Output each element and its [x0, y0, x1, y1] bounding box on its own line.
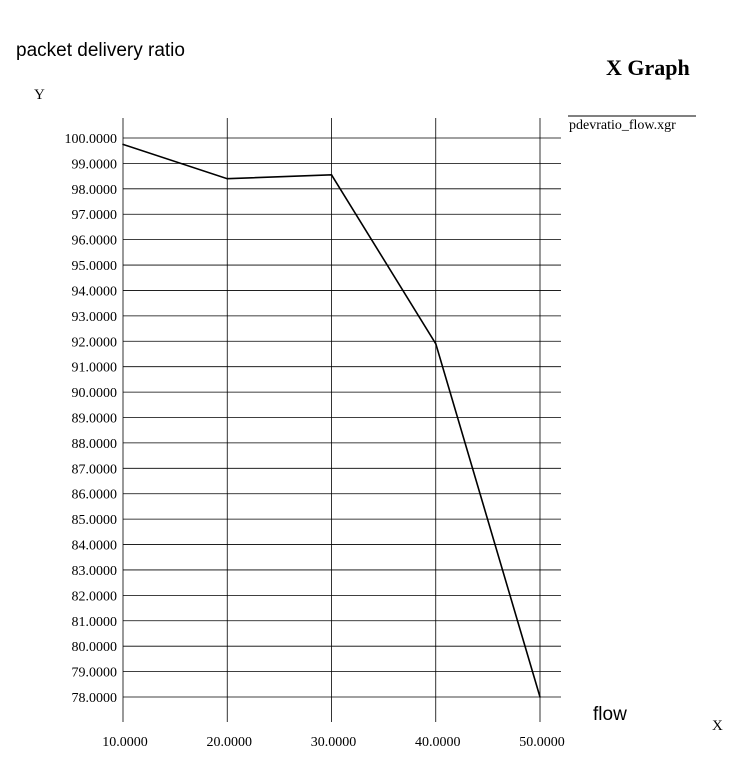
x-tick-label: 20.0000	[207, 735, 253, 750]
y-tick-label: 94.0000	[72, 284, 118, 299]
y-tick-label: 92.0000	[72, 335, 118, 350]
y-tick-label: 86.0000	[72, 488, 118, 503]
y-tick-label: 95.0000	[72, 259, 118, 274]
y-tick-labels: 100.0000 99.0000 98.0000 97.0000 96.0000 95.0…	[65, 132, 118, 706]
y-tick-label: 93.0000	[72, 310, 118, 325]
y-tick-label: 81.0000	[72, 615, 118, 630]
y-tick-label: 87.0000	[72, 462, 118, 477]
y-tick-label: 83.0000	[72, 564, 118, 579]
data-point	[539, 696, 541, 698]
y-tick-label: 96.0000	[72, 234, 118, 249]
x-axis-title: flow	[593, 704, 627, 725]
data-point	[226, 177, 229, 180]
data-point	[122, 143, 124, 146]
y-tick-label: 98.0000	[72, 183, 118, 198]
y-axis-letter: Y	[34, 87, 45, 103]
y-tick-label: 99.0000	[72, 157, 118, 172]
y-axis-title: packet delivery ratio	[16, 40, 185, 61]
y-tick-label: 100.0000	[65, 132, 118, 147]
legend: pdevratio_flow.xgr	[568, 115, 696, 133]
y-tick-label: 90.0000	[72, 386, 118, 401]
y-tick-label: 82.0000	[72, 589, 118, 604]
x-tick-label: 50.0000	[519, 735, 565, 750]
x-axis-letter: X	[712, 718, 723, 734]
x-tick-label: 40.0000	[415, 735, 461, 750]
y-tick-label: 88.0000	[72, 437, 118, 452]
y-tick-label: 79.0000	[72, 666, 118, 681]
y-tick-label: 84.0000	[72, 539, 118, 554]
y-tick-label: 91.0000	[72, 361, 118, 376]
x-tick-label: 10.0000	[102, 735, 148, 750]
legend-entry: pdevratio_flow.xgr	[569, 118, 676, 133]
y-tick-label: 85.0000	[72, 513, 118, 528]
x-tick-label: 30.0000	[311, 735, 357, 750]
y-tick-label: 78.0000	[72, 691, 118, 706]
grid	[122, 118, 561, 722]
data-point	[330, 174, 333, 176]
series-layer	[122, 143, 541, 698]
y-tick-label: 97.0000	[72, 208, 118, 223]
x-tick-labels: 10.0000 20.0000 30.0000 40.0000 50.0000	[102, 735, 565, 750]
chart-title: X Graph	[606, 55, 690, 80]
y-tick-label: 89.0000	[72, 412, 118, 427]
data-point	[434, 343, 437, 345]
y-tick-label: 80.0000	[72, 640, 118, 655]
